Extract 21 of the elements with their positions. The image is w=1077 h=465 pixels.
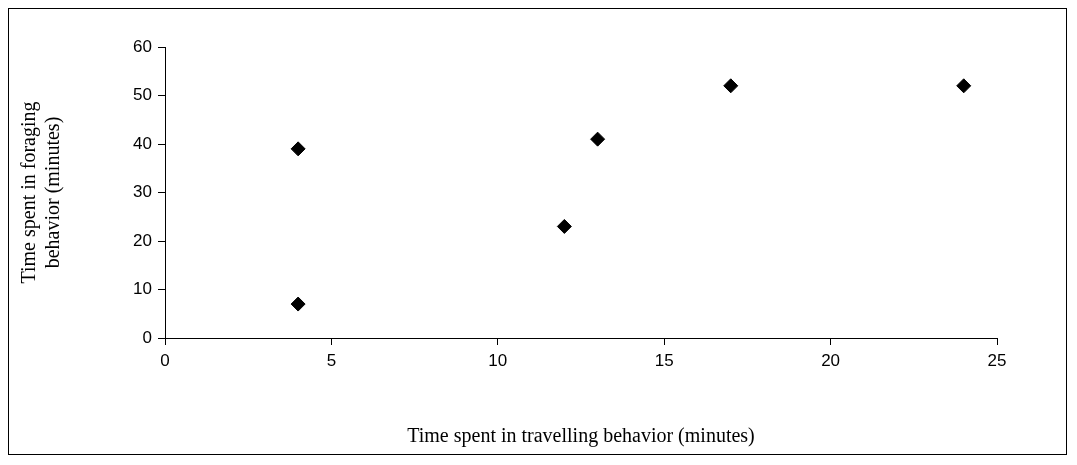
x-axis-title: Time spent in travelling behavior (minutes) xyxy=(407,424,755,448)
y-tick-label: 10 xyxy=(133,279,152,299)
y-tick-label: 30 xyxy=(133,182,152,202)
point xyxy=(290,141,306,157)
y-tick-label: 40 xyxy=(133,133,152,153)
x-tick-label: 5 xyxy=(326,350,337,370)
y-tick-label: 60 xyxy=(133,36,152,56)
x-tick-label: 10 xyxy=(488,350,508,370)
point xyxy=(723,78,739,94)
point xyxy=(590,131,606,147)
point xyxy=(956,78,972,94)
y-tick-label: 50 xyxy=(133,85,152,105)
x-tick-label: 25 xyxy=(987,350,1007,370)
x-tick-label: 15 xyxy=(654,350,674,370)
point xyxy=(556,218,572,234)
y-axis-title: Time spent in foraging behavior (minutes) xyxy=(17,101,65,284)
x-tick-label: 0 xyxy=(160,350,170,370)
x-tick-label: 20 xyxy=(821,350,841,370)
y-tick-label: 0 xyxy=(142,327,152,347)
y-tick-label: 20 xyxy=(133,230,152,250)
point xyxy=(290,296,306,312)
